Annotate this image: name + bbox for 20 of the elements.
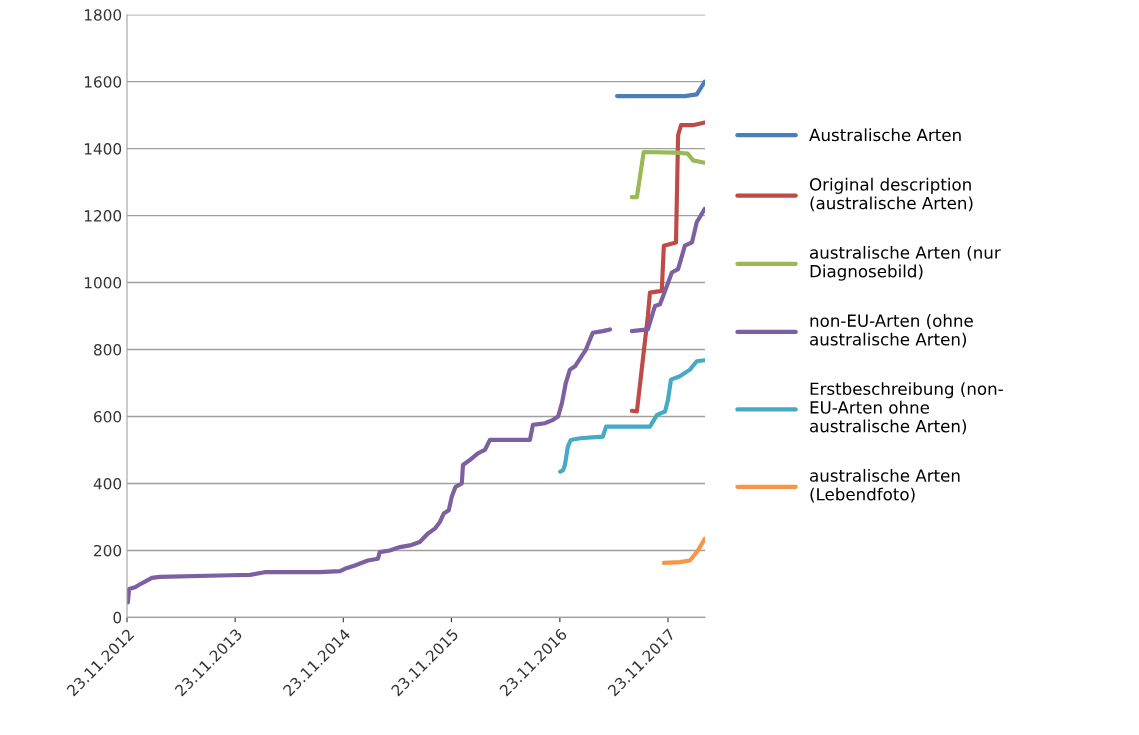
line-series (558, 358, 706, 474)
y-tick-label: 1800 (84, 9, 122, 21)
line-series (629, 120, 706, 414)
legend-label: australische Arten (nur Diagnosebild) (810, 245, 1001, 281)
legend-label: Original description (australische Arten) (809, 177, 973, 212)
line-series (661, 536, 706, 565)
y-tick-label: 200 (94, 544, 122, 557)
legend-label: Australische Arten (809, 128, 961, 142)
y-tick-label: 400 (93, 477, 122, 490)
y-tick-label: 800 (94, 344, 122, 356)
legend-label: Erstbeschreibung (non- EU-Arten ohne australische Arten) (810, 382, 1003, 435)
y-tick-label: 1400 (84, 143, 122, 155)
y-tick-label: 600 (94, 410, 122, 423)
legend-label: non-EU-Arten (ohne australische Arten) (810, 314, 973, 348)
y-tick-label: 1200 (84, 210, 122, 222)
legend-label: australische Arten (Lebendfoto) (810, 468, 960, 503)
y-tick-label: 1000 (84, 277, 122, 289)
y-tick-label: 1600 (84, 76, 122, 88)
line-series (629, 149, 706, 200)
y-tick-label: 0 (113, 611, 122, 624)
